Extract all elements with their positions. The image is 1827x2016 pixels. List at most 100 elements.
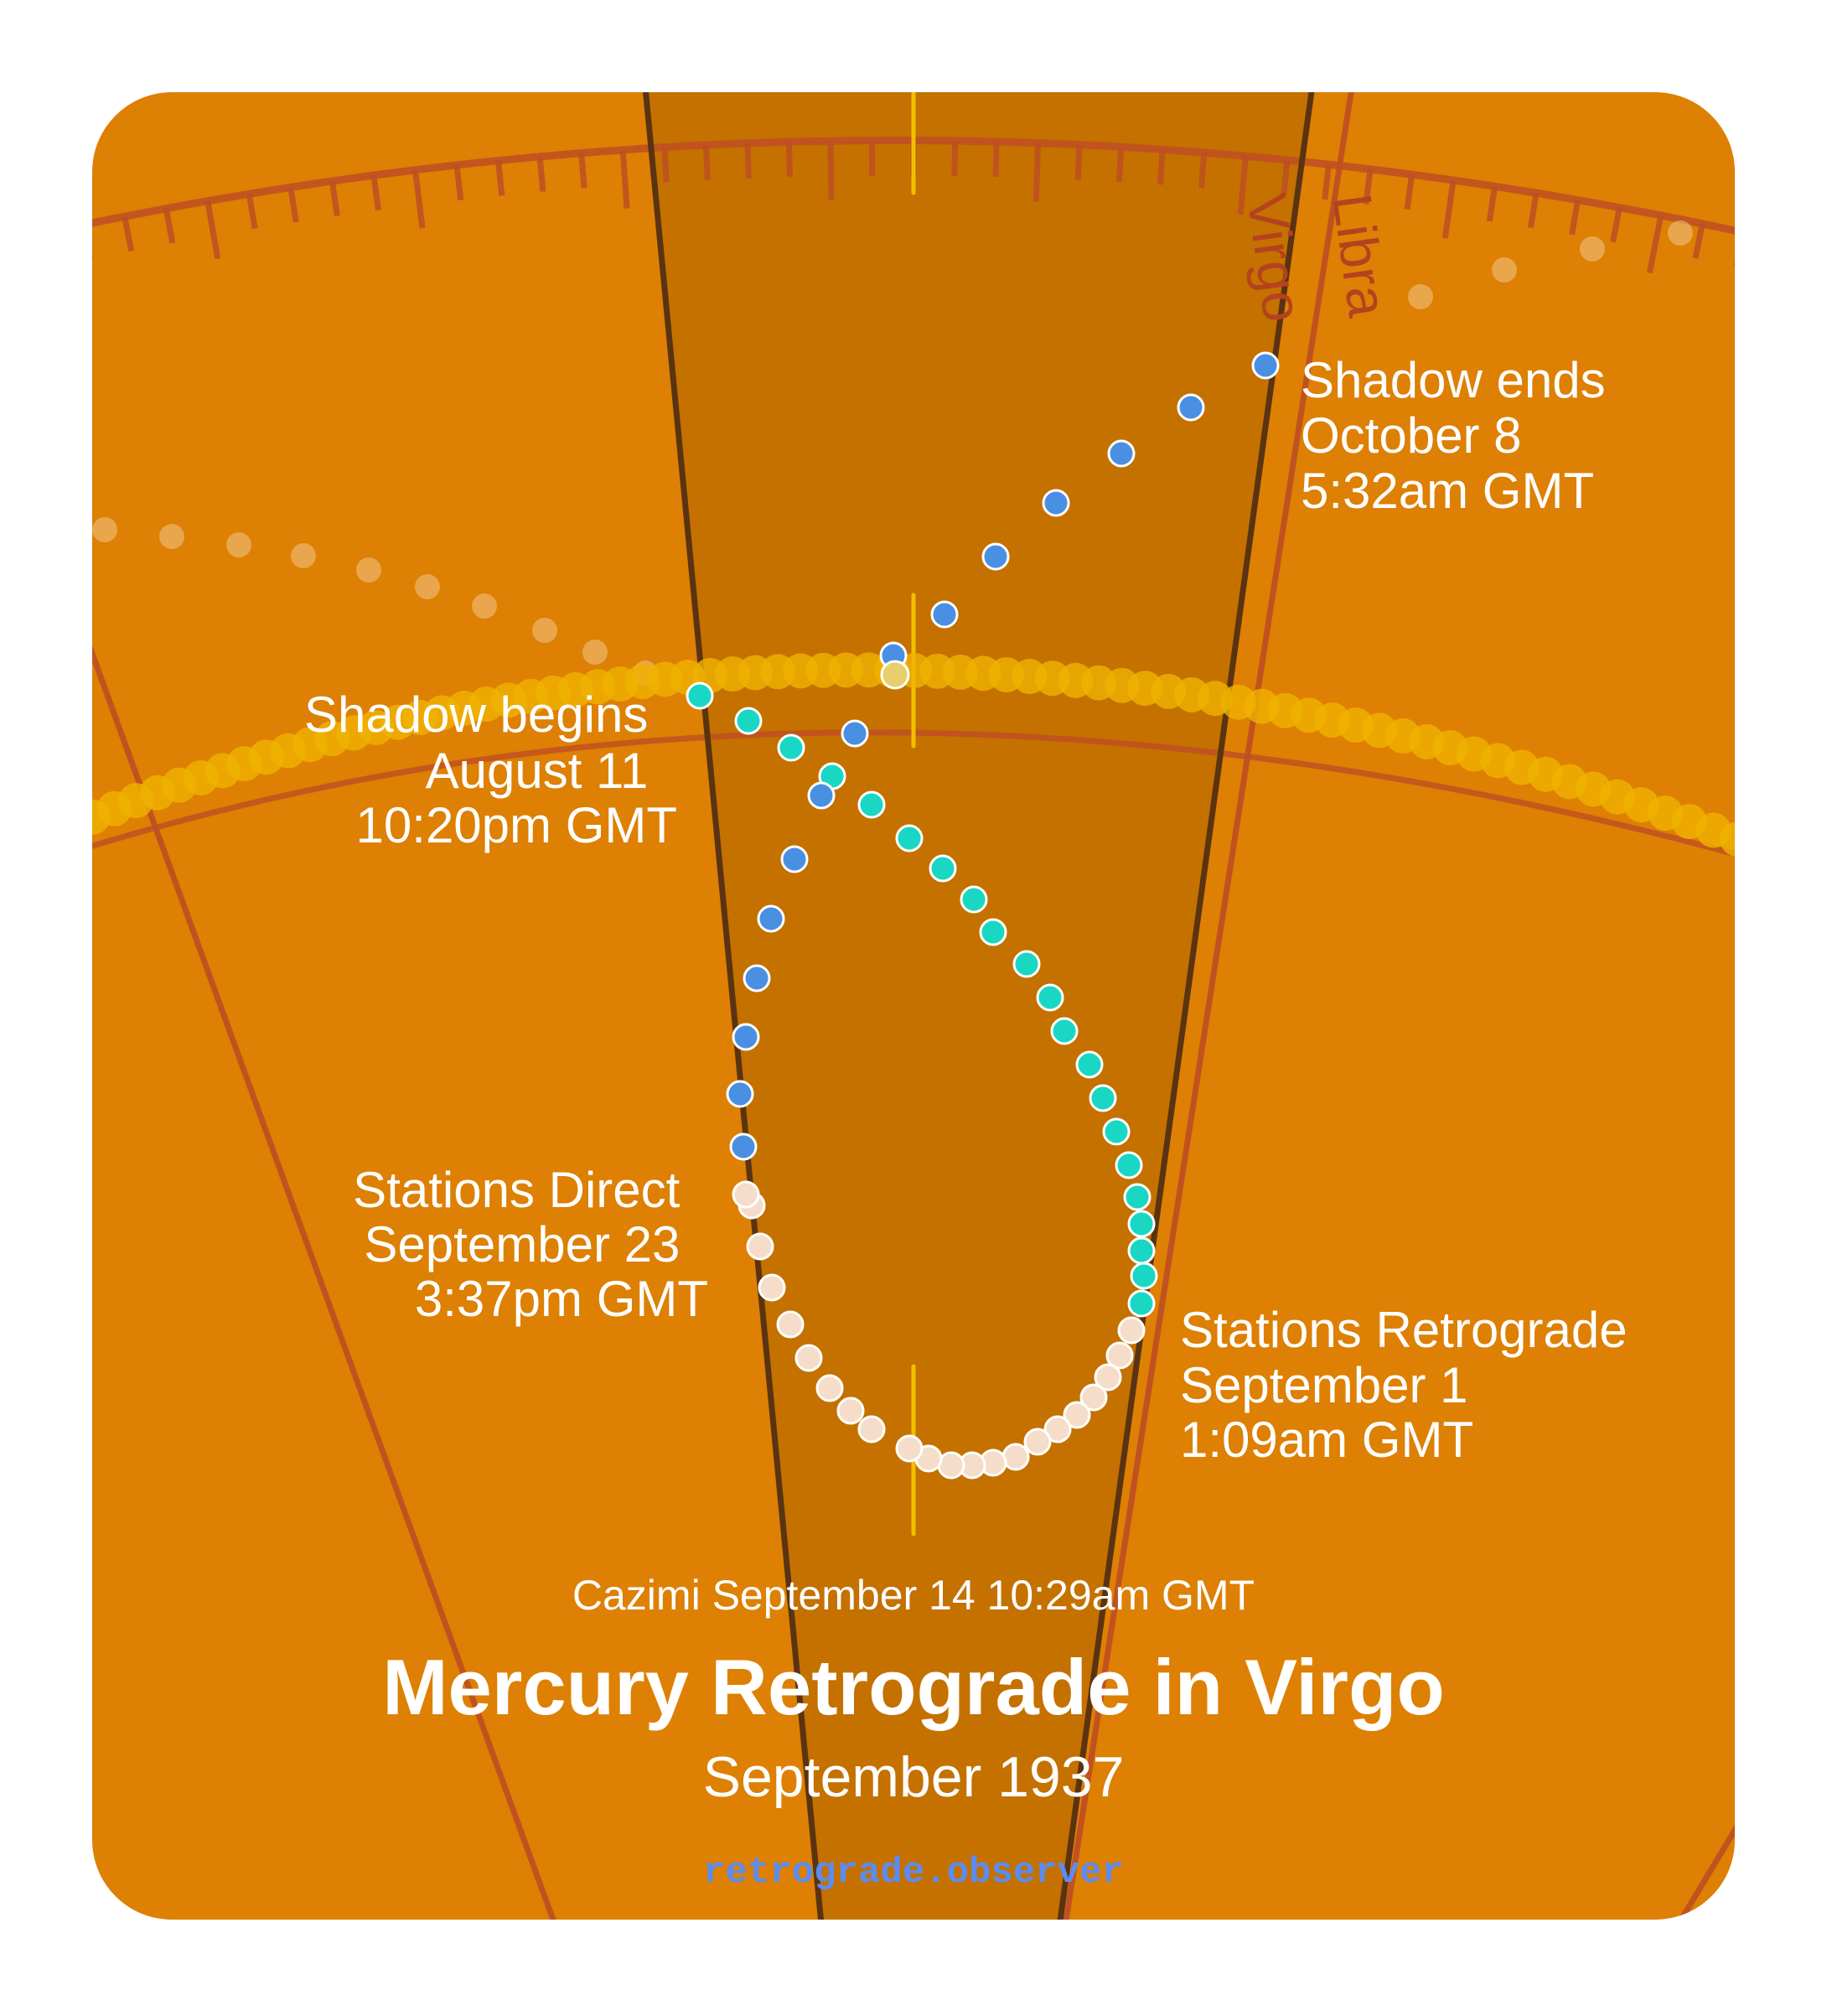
mercury-position-dot: [778, 1312, 803, 1337]
mercury-position-dot: [1178, 395, 1203, 420]
zodiac-tick: [1325, 164, 1329, 200]
mercury-position-dot: [842, 721, 867, 746]
zodiac-tick: [457, 165, 461, 200]
venus-dot: [415, 574, 440, 599]
mercury-position-dot: [1129, 1238, 1154, 1263]
zodiac-tick: [623, 150, 627, 209]
mercury-position-dot: [961, 887, 986, 912]
mercury-position-dot: [736, 708, 761, 733]
zodiac-tick: [665, 148, 666, 183]
mercury-position-dot: [782, 847, 807, 872]
mercury-position-dot: [981, 920, 1006, 945]
zodiac-tick: [582, 153, 584, 189]
mercury-position-dot: [1025, 1429, 1050, 1454]
mercury-position-dot: [748, 1234, 773, 1259]
mercury-position-dot: [1077, 1052, 1102, 1077]
label-shadow-begins-time: 10:20pm GMT: [356, 797, 677, 853]
venus-dot: [582, 640, 608, 665]
mercury-position-dot: [897, 1436, 922, 1461]
label-stations-retrograde-date: September 1: [1180, 1357, 1468, 1413]
site-link[interactable]: retrograde.observer: [703, 1852, 1124, 1894]
mercury-position-dot: [1090, 1086, 1115, 1111]
zodiac-tick: [499, 161, 502, 196]
venus-dot: [1668, 220, 1693, 246]
cazimi-label: Cazimi September 14 10:29am GMT: [572, 1572, 1255, 1619]
mercury-position-dot: [1131, 1263, 1157, 1288]
venus-dot: [1756, 210, 1781, 235]
zodiac-tick: [1078, 145, 1079, 180]
mercury-position-dot: [1129, 1211, 1154, 1236]
mercury-position-dot: [932, 602, 957, 627]
zodiac-tick: [540, 157, 543, 192]
mercury-position-dot: [1253, 353, 1278, 378]
mercury-position-dot: [1104, 1119, 1129, 1144]
mercury-position-dot: [687, 683, 712, 708]
sun-path-dot: [1793, 850, 1827, 885]
label-stations-direct-title: Stations Direct: [353, 1162, 680, 1218]
mercury-position-dot: [1116, 1153, 1141, 1178]
mercury-position-dot: [733, 1182, 758, 1207]
zodiac-tick: [1202, 153, 1204, 188]
mercury-position-dot: [859, 1417, 884, 1442]
zodiac-tick: [1736, 232, 1744, 267]
mercury-position-dot: [733, 1024, 758, 1049]
zodiac-tick: [706, 145, 707, 180]
page-title: Mercury Retrograde in Virgo: [382, 1643, 1445, 1731]
label-stations-direct-time: 3:37pm GMT: [415, 1271, 708, 1327]
zodiac-tick: [1284, 160, 1287, 195]
mercury-position-dot: [744, 966, 769, 991]
venus-dot: [472, 593, 497, 619]
zodiac-tick: [1119, 147, 1121, 182]
venus-dot: [92, 517, 117, 542]
venus-dot: [1580, 236, 1605, 262]
zodiac-tick: [1778, 241, 1785, 276]
venus-dot: [1492, 257, 1517, 282]
mercury-position-dot: [817, 1376, 842, 1401]
venus-dot: [1408, 284, 1433, 309]
mercury-position-dot: [930, 856, 955, 881]
label-shadow-ends-time: 5:32am GMT: [1301, 463, 1594, 519]
venus-dot: [226, 532, 251, 557]
mercury-position-dot: [1014, 951, 1039, 977]
label-shadow-begins-title: Shadow begins: [304, 687, 648, 743]
sun-path-dot: [1744, 831, 1779, 866]
zodiac-tick: [42, 234, 49, 268]
label-stations-retrograde-time: 1:09am GMT: [1180, 1412, 1473, 1468]
label-shadow-begins-date: August 11: [426, 743, 649, 799]
cazimi-dot: [882, 661, 908, 688]
label-shadow-ends-date: October 8: [1301, 407, 1521, 464]
sun-path-dot: [1720, 821, 1755, 857]
zodiac-tick: [83, 225, 91, 259]
label-stations-retrograde-title: Stations Retrograde: [1180, 1302, 1628, 1358]
mercury-position-dot: [1043, 490, 1069, 516]
mercury-position-dot: [759, 1275, 784, 1300]
mercury-position-dot: [1119, 1318, 1144, 1343]
mercury-position-dot: [796, 1345, 821, 1371]
mercury-position-dot: [779, 735, 804, 760]
mercury-position-dot: [983, 544, 1008, 569]
mercury-position-dot: [731, 1134, 756, 1159]
label-shadow-ends-title: Shadow ends: [1301, 352, 1606, 408]
mercury-position-dot: [838, 1398, 863, 1423]
zodiac-tick: [1160, 149, 1162, 184]
mercury-position-dot: [1129, 1291, 1154, 1316]
mercury-position-dot: [1052, 1018, 1077, 1044]
zodiac-tick: [1036, 143, 1038, 202]
mercury-position-dot: [859, 792, 884, 817]
mercury-position-dot: [758, 906, 784, 931]
sun-path-dot: [1768, 840, 1804, 875]
sun-path-dot: [54, 808, 89, 843]
venus-dot: [291, 543, 316, 568]
venus-dot: [532, 618, 557, 643]
mercury-position-dot: [897, 826, 922, 851]
mercury-position-dot: [939, 1453, 964, 1478]
mercury-position-dot: [1038, 985, 1063, 1010]
mercury-position-dot: [809, 783, 834, 808]
page-subtitle: September 1937: [703, 1745, 1125, 1809]
zodiac-tick: [748, 143, 749, 179]
mercury-position-dot: [1003, 1444, 1028, 1469]
label-stations-direct-date: September 23: [364, 1216, 680, 1272]
venus-dot: [159, 524, 184, 549]
mercury-position-dot: [727, 1081, 753, 1106]
